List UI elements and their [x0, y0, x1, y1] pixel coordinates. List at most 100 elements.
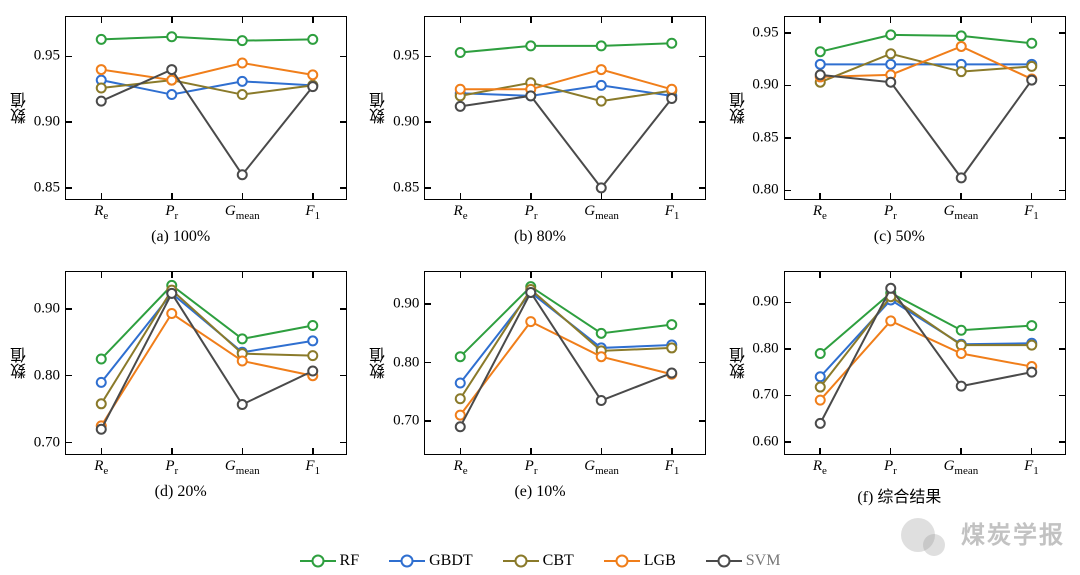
plot-area: 0.850.900.95RePrGmeanF1: [65, 16, 347, 200]
xtick-label: Pr: [525, 203, 538, 222]
series-marker-SVM: [1027, 76, 1036, 85]
plot-area: 0.700.800.90RePrGmeanF1: [65, 271, 347, 455]
series-marker-SVM: [668, 369, 677, 378]
series-marker-CBT: [886, 49, 895, 58]
series-marker-CBT: [1027, 341, 1036, 350]
ytick-label: 0.90: [752, 77, 778, 94]
chart-svg: [425, 272, 707, 456]
xtick-label: Gmean: [225, 203, 260, 222]
xtick-label: Pr: [165, 458, 178, 477]
ytick-label: 0.70: [393, 412, 419, 429]
ytick-label: 0.95: [393, 48, 419, 65]
legend-item-GBDT: GBDT: [389, 552, 473, 570]
plot-area: 0.850.900.95RePrGmeanF1: [424, 16, 706, 200]
series-marker-LGB: [456, 411, 465, 420]
series-marker-SVM: [238, 400, 247, 409]
series-marker-RF: [167, 32, 176, 41]
legend-item-SVM: SVM: [706, 552, 781, 570]
xtick-label: Re: [454, 203, 468, 222]
ytick-label: 0.90: [393, 114, 419, 131]
y-axis-label: 数值: [9, 88, 33, 128]
panel-caption: (b) 80%: [364, 228, 715, 246]
series-marker-SVM: [956, 382, 965, 391]
panel-caption: (a) 100%: [5, 228, 356, 246]
series-marker-RF: [1027, 321, 1036, 330]
ytick-label: 0.90: [34, 114, 60, 131]
legend-label: SVM: [746, 552, 781, 570]
series-marker-RF: [815, 349, 824, 358]
xtick-label: F1: [1024, 458, 1039, 477]
series-marker-LGB: [97, 65, 106, 74]
series-line-LGB: [101, 63, 313, 80]
series-line-SVM: [820, 288, 1032, 423]
series-marker-RF: [668, 320, 677, 329]
series-line-CBT: [461, 290, 673, 399]
legend: RF GBDT CBT LGB SVM: [5, 552, 1075, 570]
legend-item-LGB: LGB: [604, 552, 676, 570]
chart-svg: [66, 272, 348, 456]
series-marker-RF: [668, 39, 677, 48]
series-marker-SVM: [668, 94, 677, 103]
series-marker-SVM: [886, 284, 895, 293]
series-marker-RF: [456, 48, 465, 57]
series-marker-CBT: [308, 351, 317, 360]
series-marker-RF: [238, 36, 247, 45]
series-line-SVM: [101, 293, 313, 429]
series-marker-SVM: [456, 102, 465, 111]
legend-label: LGB: [644, 552, 676, 570]
y-axis-label: 数值: [368, 343, 392, 383]
y-axis-label: 数值: [728, 343, 752, 383]
series-marker-LGB: [308, 70, 317, 79]
xtick-label: Gmean: [944, 458, 979, 477]
series-marker-RF: [1027, 39, 1036, 48]
panel-f: 0.600.700.800.90RePrGmeanF1数值(f) 综合结果: [724, 265, 1075, 510]
series-marker-GBDT: [238, 77, 247, 86]
series-marker-CBT: [456, 394, 465, 403]
series-marker-LGB: [167, 309, 176, 318]
series-marker-RF: [456, 352, 465, 361]
series-marker-LGB: [597, 352, 606, 361]
xtick-label: Re: [813, 458, 827, 477]
series-marker-GBDT: [167, 90, 176, 99]
series-marker-CBT: [597, 97, 606, 106]
series-marker-CBT: [956, 67, 965, 76]
series-marker-RF: [527, 41, 536, 50]
series-marker-LGB: [956, 349, 965, 358]
panel-caption: (d) 20%: [5, 483, 356, 501]
series-line-SVM: [461, 96, 673, 188]
series-marker-CBT: [668, 343, 677, 352]
ytick-label: 0.70: [34, 434, 60, 451]
legend-label: RF: [340, 552, 360, 570]
legend-item-CBT: CBT: [503, 552, 574, 570]
series-marker-CBT: [97, 83, 106, 92]
ytick-label: 0.80: [752, 182, 778, 199]
y-axis-label: 数值: [9, 343, 33, 383]
xtick-label: Re: [94, 203, 108, 222]
xtick-label: Re: [813, 203, 827, 222]
series-marker-CBT: [238, 90, 247, 99]
series-marker-LGB: [456, 85, 465, 94]
series-marker-RF: [238, 334, 247, 343]
panel-c: 0.800.850.900.95RePrGmeanF1数值(c) 50%: [724, 10, 1075, 255]
ytick-label: 0.85: [393, 179, 419, 196]
figure: 0.850.900.95RePrGmeanF1数值(a) 100%0.850.9…: [5, 10, 1075, 570]
legend-label: GBDT: [429, 552, 473, 570]
series-marker-GBDT: [597, 81, 606, 90]
series-line-RF: [101, 37, 313, 41]
panel-d: 0.700.800.90RePrGmeanF1 数值 (d) 20%: [5, 265, 356, 510]
series-marker-CBT: [815, 383, 824, 392]
ytick-label: 0.90: [34, 300, 60, 317]
ytick-label: 0.90: [752, 294, 778, 311]
y-axis-label: 数值: [368, 88, 392, 128]
series-marker-LGB: [886, 316, 895, 325]
chart-svg: [425, 17, 707, 201]
series-marker-RF: [97, 354, 106, 363]
ytick-label: 0.80: [752, 340, 778, 357]
series-marker-LGB: [167, 76, 176, 85]
series-marker-SVM: [815, 70, 824, 79]
chart-svg: [66, 17, 348, 201]
xtick-label: Gmean: [584, 458, 619, 477]
series-line-RF: [820, 35, 1032, 52]
ytick-label: 0.70: [752, 387, 778, 404]
panel-e: 0.700.800.90RePrGmeanF1数值(e) 10%: [364, 265, 715, 510]
